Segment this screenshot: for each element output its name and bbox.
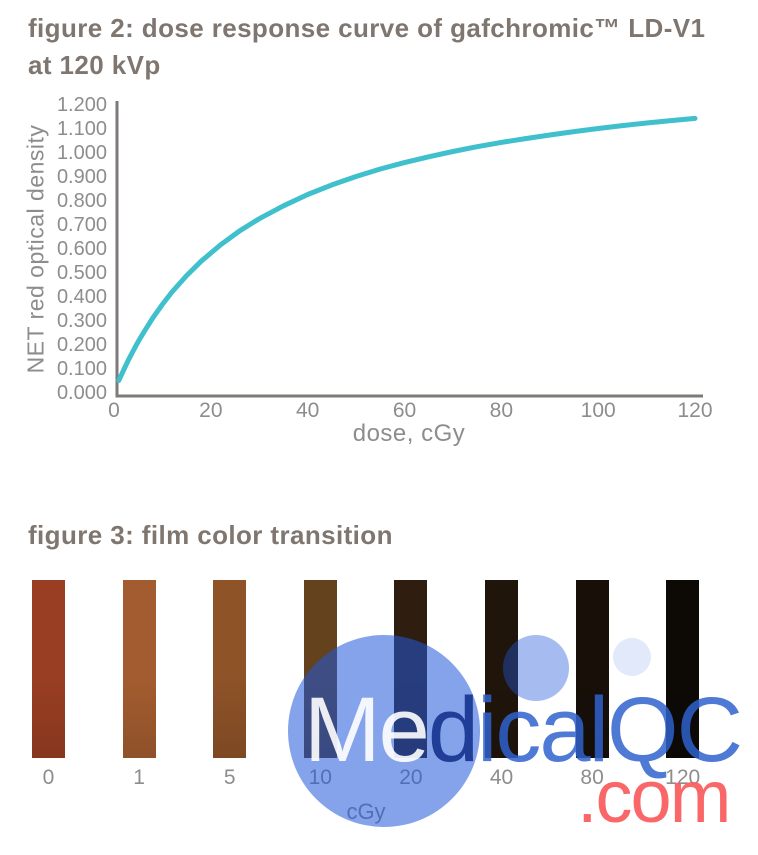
swatch-dose-label: 0	[42, 766, 55, 789]
x-axis-label: dose, cGy	[352, 420, 466, 447]
y-tick-label: 1.100	[57, 118, 107, 140]
watermark-com: .com	[577, 755, 731, 838]
watermark-text-d: d	[427, 679, 479, 781]
y-tick-label: 0.200	[57, 334, 107, 356]
figure2-title-line2: at 120 kVp	[28, 50, 161, 80]
y-tick-label: 0.900	[57, 166, 107, 188]
swatch-dose-label: 120	[665, 766, 701, 789]
swatch-dose-label: 1	[133, 766, 145, 789]
watermark-circle-medium	[503, 635, 569, 701]
figure2-title: figure 2: dose response curve of gafchro…	[28, 10, 705, 84]
y-tick-label: 0.600	[57, 238, 107, 260]
swatch-dose-label: 80	[580, 766, 604, 789]
y-tick-label: 0.300	[57, 310, 107, 332]
film-swatch-5	[213, 580, 247, 758]
dose-response-chart: 0.0000.1000.2000.3000.4000.5000.6000.700…	[57, 94, 713, 422]
figure3-title: figure 3: film color transition	[28, 520, 393, 550]
x-tick-label: 100	[581, 399, 616, 422]
y-tick-label: 0.800	[57, 190, 107, 212]
y-tick-label: 0.400	[57, 286, 107, 308]
watermark-text: MedicalQC	[304, 684, 743, 776]
film-swatch-120	[666, 580, 700, 758]
film-swatch-1	[122, 580, 156, 758]
swatch-dose-label: 5	[223, 766, 236, 789]
watermark-text-icalqc: icalQC	[476, 679, 743, 781]
watermark-circle-small	[613, 638, 651, 676]
y-tick-label: 1.000	[57, 142, 107, 164]
watermark-circle-large	[288, 635, 480, 827]
y-axis-label: NET red optical density	[22, 124, 49, 374]
x-tick-label: 60	[393, 399, 416, 422]
figure2-title-line1: figure 2: dose response curve of gafchro…	[28, 13, 706, 43]
x-tick-label: 120	[677, 399, 712, 422]
dose-response-curve	[116, 115, 698, 383]
film-swatch-0	[32, 580, 65, 758]
y-tick-label: 1.200	[57, 94, 107, 116]
x-tick-label: 80	[490, 399, 513, 422]
y-tick-label: 0.000	[57, 382, 107, 404]
film-swatch-80	[575, 580, 609, 758]
swatch-dose-label: 40	[489, 766, 514, 789]
film-swatch-40	[485, 580, 518, 758]
x-tick-label: 0	[108, 399, 120, 422]
y-tick-label: 0.100	[57, 358, 107, 380]
watermark-text-me: Me	[304, 679, 430, 781]
y-tick-label: 0.700	[57, 214, 107, 236]
x-tick-label: 20	[199, 399, 222, 422]
x-tick-label: 40	[296, 399, 319, 422]
y-tick-label: 0.500	[57, 262, 107, 284]
